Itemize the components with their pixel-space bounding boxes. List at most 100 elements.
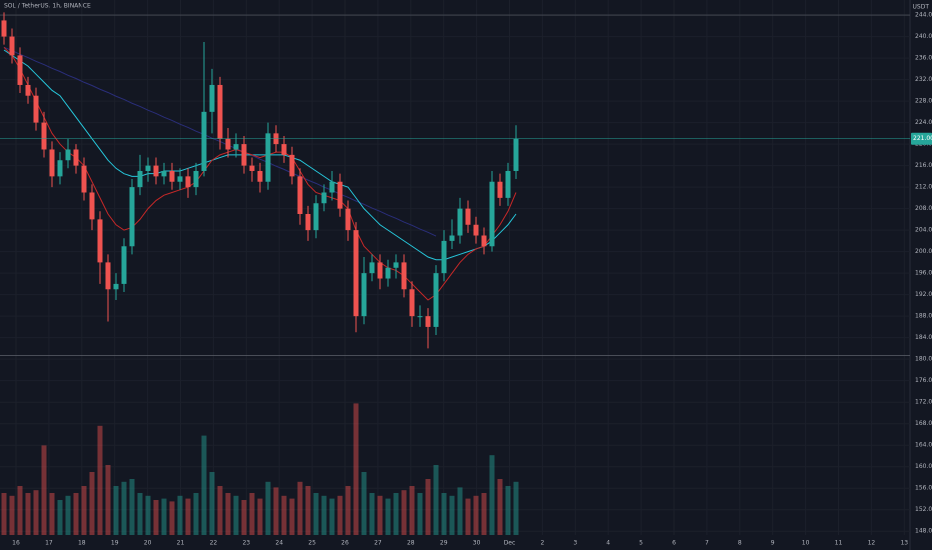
volume-bar [497,479,503,535]
chart-title: SOL / TetherUS, 1h, BINANCE [4,3,91,10]
candle-body [393,262,399,268]
x-tick-label: 27 [374,540,382,547]
volume-bar [17,486,23,535]
candle-body [81,165,87,193]
volume-bar [489,455,495,535]
x-tick-label: 25 [308,540,316,547]
x-tick-label: 6 [672,540,676,547]
volume-bar [265,481,271,535]
y-tick-label: 208.00 [915,205,932,212]
y-tick-label: 192.00 [915,291,932,298]
volume-bar [217,486,223,535]
y-tick-label: 240.00 [915,33,932,40]
volume-bar [385,498,391,535]
y-tick-label: 232.00 [915,76,932,83]
candle-body [369,262,375,274]
volume-bar [41,445,47,535]
candle-body [457,208,463,236]
volume-bar [513,481,519,535]
volume-bar [321,495,327,535]
x-tick-label: 22 [210,540,218,547]
x-tick-label: 5 [639,540,643,547]
candle-body [241,144,247,166]
candle-body [233,144,239,150]
candle-body [73,149,79,166]
y-tick-label: 188.00 [915,313,932,320]
y-tick-label: 196.00 [915,270,932,277]
x-tick-label: 13 [900,540,908,547]
candle-body [505,170,511,198]
x-tick-label: 2 [540,540,544,547]
candle-body [89,192,95,220]
candle-body [473,224,479,236]
candle-body [313,203,319,231]
volume-bar [273,487,279,535]
volume-bar [201,435,207,535]
x-tick-label: 9 [771,540,775,547]
candle-body [177,176,183,182]
x-tick-label: 18 [78,540,86,547]
candle-body [33,95,39,123]
y-tick-label: 160.00 [915,463,932,470]
volume-bar [425,479,431,535]
volume-bar [353,403,359,535]
volume-bar [121,481,127,535]
volume-bar [65,495,71,535]
volume-bar [329,498,335,535]
volume-bar [473,495,479,535]
volume-bar [305,486,311,535]
volume-bar [225,493,231,535]
candle-body [297,176,303,214]
volume-bar [241,500,247,535]
candle-body [345,208,351,231]
y-tick-label: 172.00 [915,399,932,406]
candle-body [409,289,415,317]
currency-label: USDT [913,4,930,11]
candle-body [129,187,135,247]
moving-average [3,46,517,301]
volume-bar [129,479,135,535]
volume-bar [97,425,103,535]
x-tick-label: 23 [242,540,250,547]
candle-body [201,111,207,171]
x-tick-label: 8 [738,540,742,547]
candle-body [377,262,383,279]
candle-body [425,316,431,327]
volume-bar [449,495,455,535]
volume-bar [209,472,215,535]
volume-bar [137,493,143,535]
volume-bar [1,493,7,535]
candle-body [25,84,31,96]
y-tick-label: 228.00 [915,98,932,105]
volume-bar [313,493,319,535]
x-tick-label: 12 [868,540,876,547]
volume-bar [361,472,367,535]
volume-bar [249,493,255,535]
volume-bar [281,495,287,535]
volume-bar [369,493,375,535]
candle-body [113,283,119,290]
candle-body [121,246,127,284]
volume-bar [441,493,447,535]
volume-bar [9,495,15,535]
candle-body [433,273,439,327]
volume-bar [73,493,79,535]
y-tick-label: 216.00 [915,162,932,169]
candle-body [465,208,471,225]
x-tick-label: 28 [407,540,415,547]
x-tick-label: Dec [504,540,516,547]
y-tick-label: 200.00 [915,248,932,255]
volume-bar [401,490,407,535]
x-tick-label: 21 [177,540,185,547]
candle-body [153,165,159,177]
candle-body [193,170,199,188]
candle-body [257,170,263,182]
candle-body [385,267,391,279]
x-tick-label: 3 [573,540,577,547]
volume-bar [233,495,239,535]
volume-bar [193,493,199,535]
candle-body [225,138,231,150]
y-tick-label: 148.00 [915,528,932,535]
